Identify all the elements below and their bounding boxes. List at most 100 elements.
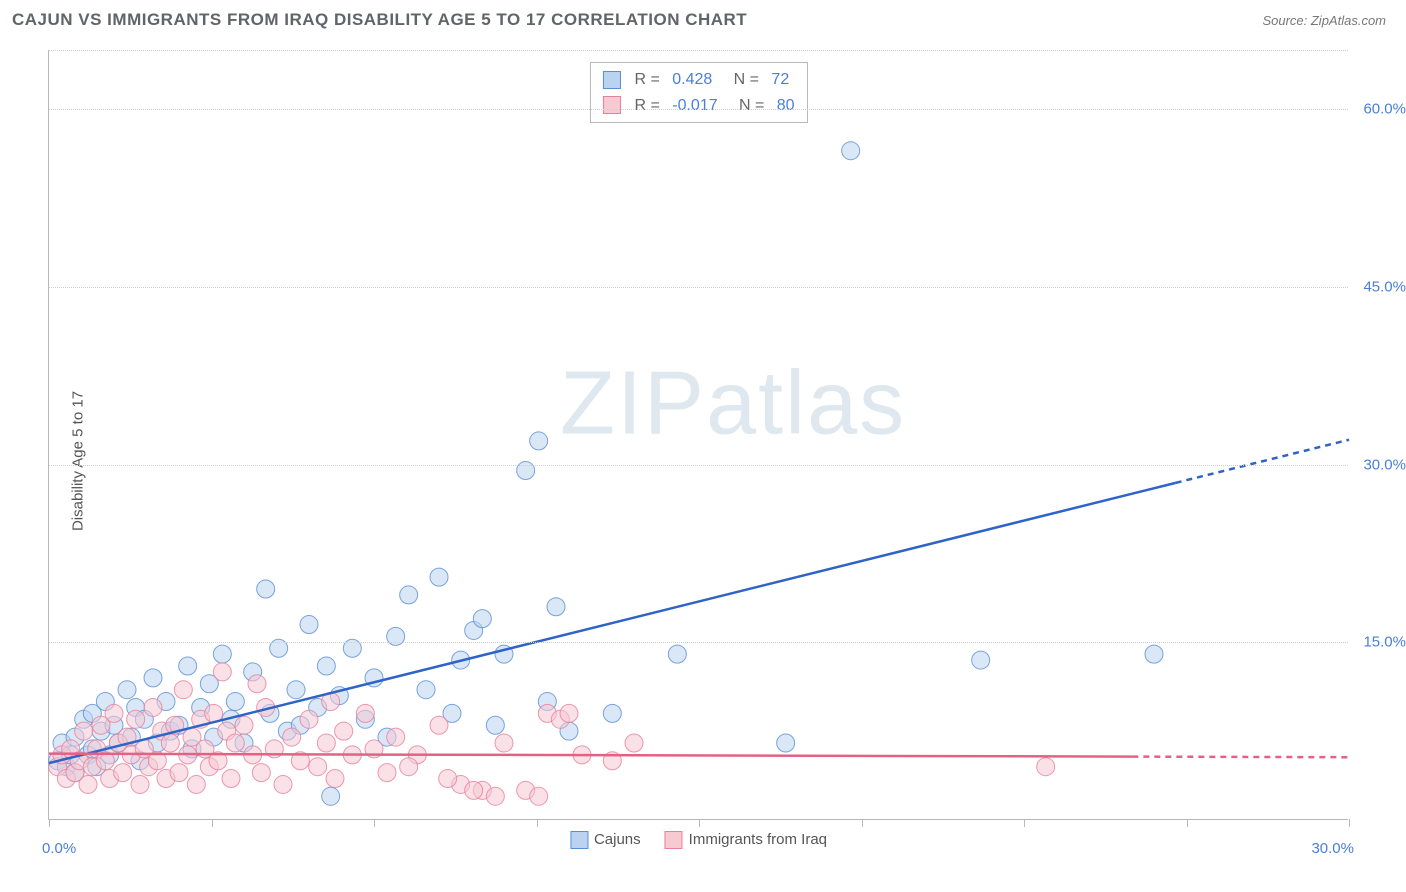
legend-square-blue bbox=[602, 71, 620, 89]
data-point bbox=[387, 728, 405, 746]
data-point bbox=[547, 598, 565, 616]
x-tick bbox=[537, 819, 538, 827]
data-point bbox=[174, 681, 192, 699]
x-tick bbox=[1024, 819, 1025, 827]
data-point bbox=[486, 716, 504, 734]
data-point bbox=[317, 657, 335, 675]
x-tick bbox=[699, 819, 700, 827]
data-point bbox=[75, 722, 93, 740]
data-point bbox=[222, 770, 240, 788]
data-point bbox=[439, 770, 457, 788]
stat-n-label: N = bbox=[726, 93, 769, 119]
data-point bbox=[213, 663, 231, 681]
data-point bbox=[79, 775, 97, 793]
x-tick bbox=[374, 819, 375, 827]
x-tick bbox=[1187, 819, 1188, 827]
stat-n-value-0: 72 bbox=[771, 67, 789, 93]
stat-n-value-1: 80 bbox=[777, 93, 795, 119]
data-point bbox=[144, 669, 162, 687]
data-point bbox=[430, 568, 448, 586]
data-point bbox=[326, 770, 344, 788]
data-point bbox=[322, 787, 340, 805]
gridline bbox=[49, 642, 1348, 643]
x-tick bbox=[212, 819, 213, 827]
data-point bbox=[417, 681, 435, 699]
x-label-end: 30.0% bbox=[1311, 840, 1354, 857]
header: CAJUN VS IMMIGRANTS FROM IRAQ DISABILITY… bbox=[0, 0, 1406, 35]
data-point bbox=[309, 758, 327, 776]
x-tick bbox=[1349, 819, 1350, 827]
gridline bbox=[49, 50, 1348, 51]
data-point bbox=[842, 142, 860, 160]
data-point bbox=[252, 764, 270, 782]
data-point bbox=[105, 704, 123, 722]
y-tick-label: 45.0% bbox=[1363, 278, 1406, 295]
gridline bbox=[49, 109, 1348, 110]
data-point bbox=[335, 722, 353, 740]
stat-r-value-0: 0.428 bbox=[672, 67, 712, 93]
gridline bbox=[49, 465, 1348, 466]
data-point bbox=[187, 775, 205, 793]
data-point bbox=[226, 693, 244, 711]
data-point bbox=[777, 734, 795, 752]
data-point bbox=[127, 710, 145, 728]
data-point bbox=[1145, 645, 1163, 663]
chart-container: Disability Age 5 to 17 ZIPatlas R = 0.42… bbox=[12, 42, 1394, 880]
x-tick bbox=[862, 819, 863, 827]
data-point bbox=[356, 704, 374, 722]
trend-line-dashed bbox=[1176, 440, 1349, 483]
data-point bbox=[400, 586, 418, 604]
trend-line-dashed bbox=[1132, 757, 1349, 758]
stat-r-value-1: -0.017 bbox=[672, 93, 717, 119]
data-point bbox=[257, 580, 275, 598]
data-point bbox=[226, 734, 244, 752]
stats-row-cajuns: R = 0.428 N = 72 bbox=[602, 67, 794, 93]
stats-legend: R = 0.428 N = 72 R = -0.017 N = 80 bbox=[589, 62, 807, 123]
x-axis-labels: 0.0% 30.0% bbox=[48, 834, 1348, 864]
data-point bbox=[465, 781, 483, 799]
data-point bbox=[161, 734, 179, 752]
data-point bbox=[283, 728, 301, 746]
data-point bbox=[378, 764, 396, 782]
x-tick bbox=[49, 819, 50, 827]
y-tick-label: 15.0% bbox=[1363, 634, 1406, 651]
data-point bbox=[131, 775, 149, 793]
y-tick-label: 60.0% bbox=[1363, 101, 1406, 118]
scatter-svg bbox=[49, 50, 1349, 820]
data-point bbox=[603, 704, 621, 722]
data-point bbox=[486, 787, 504, 805]
data-point bbox=[118, 681, 136, 699]
data-point bbox=[287, 681, 305, 699]
data-point bbox=[179, 657, 197, 675]
source-label: Source: ZipAtlas.com bbox=[1262, 13, 1386, 28]
data-point bbox=[213, 645, 231, 663]
data-point bbox=[114, 764, 132, 782]
data-point bbox=[430, 716, 448, 734]
data-point bbox=[248, 675, 266, 693]
data-point bbox=[274, 775, 292, 793]
chart-title: CAJUN VS IMMIGRANTS FROM IRAQ DISABILITY… bbox=[12, 10, 747, 30]
data-point bbox=[400, 758, 418, 776]
data-point bbox=[473, 610, 491, 628]
y-tick-label: 30.0% bbox=[1363, 456, 1406, 473]
data-point bbox=[972, 651, 990, 669]
stat-r-label: R = bbox=[634, 93, 664, 119]
data-point bbox=[530, 787, 548, 805]
data-point bbox=[668, 645, 686, 663]
stat-r-label: R = bbox=[634, 67, 664, 93]
legend-square-pink bbox=[602, 96, 620, 114]
data-point bbox=[144, 698, 162, 716]
data-point bbox=[170, 764, 188, 782]
data-point bbox=[300, 710, 318, 728]
stats-row-iraq: R = -0.017 N = 80 bbox=[602, 93, 794, 119]
data-point bbox=[560, 704, 578, 722]
data-point bbox=[235, 716, 253, 734]
stat-n-label: N = bbox=[720, 67, 763, 93]
data-point bbox=[1037, 758, 1055, 776]
data-point bbox=[625, 734, 643, 752]
data-point bbox=[317, 734, 335, 752]
plot-area: ZIPatlas R = 0.428 N = 72 R = -0.017 N =… bbox=[48, 50, 1348, 820]
data-point bbox=[530, 432, 548, 450]
x-label-start: 0.0% bbox=[42, 840, 76, 857]
gridline bbox=[49, 287, 1348, 288]
